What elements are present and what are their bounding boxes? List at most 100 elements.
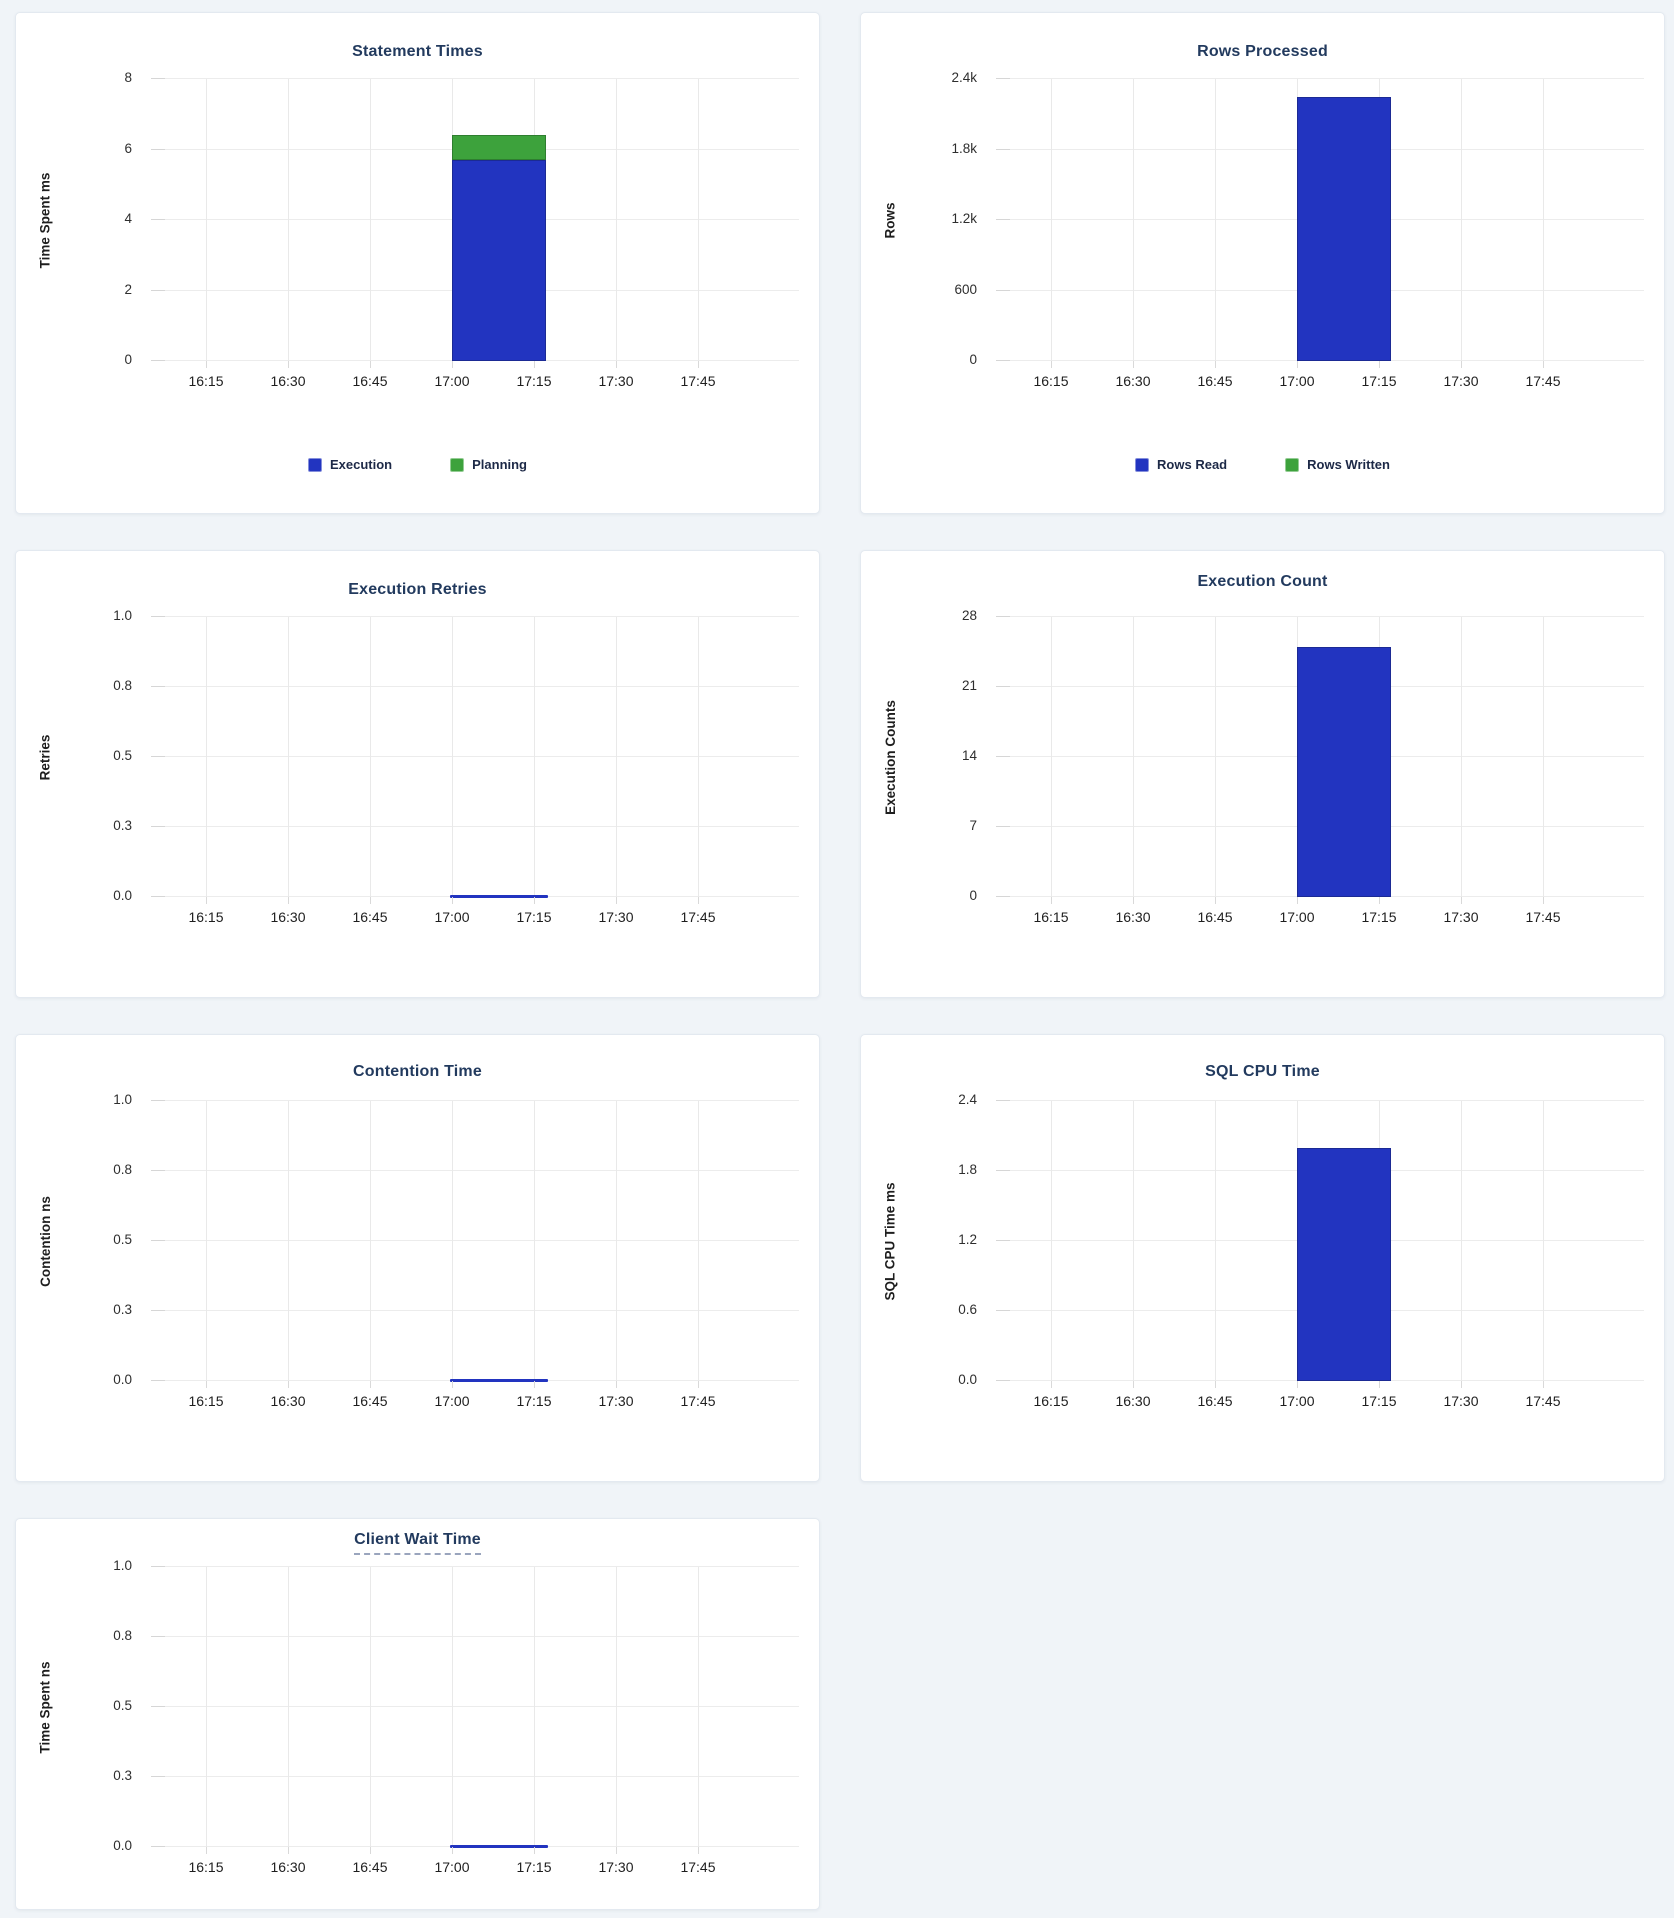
x-tick-label: 16:30 (1115, 1393, 1151, 1409)
x-tick-label: 17:45 (680, 1859, 716, 1875)
y-tick-label: 0.3 (113, 1302, 132, 1317)
x-gridline (370, 1567, 371, 1847)
x-gridline (288, 79, 289, 361)
x-tick-label: 17:15 (516, 909, 552, 925)
x-tick-label: 17:15 (1361, 1393, 1397, 1409)
x-tick-mark (534, 1381, 535, 1388)
y-tick-label: 1.0 (113, 1558, 132, 1573)
x-tick-mark (206, 1381, 207, 1388)
y-tick-label: 0.8 (113, 1162, 132, 1177)
y-gridline (151, 78, 799, 79)
x-tick-label: 17:30 (1443, 373, 1479, 389)
x-tick-mark (1379, 361, 1380, 368)
y-gridline (151, 1566, 799, 1567)
legend-item-execution[interactable]: Execution (307, 457, 393, 472)
x-tick-mark (1133, 361, 1134, 368)
x-gridline (1051, 1101, 1052, 1381)
legend-label: Execution (329, 457, 393, 472)
bar-segment-execution-count[interactable] (1297, 647, 1391, 897)
x-tick-mark (1543, 1381, 1544, 1388)
x-gridline (1215, 617, 1216, 897)
chart-title: Statement Times (16, 43, 819, 61)
x-gridline (1215, 1101, 1216, 1381)
x-gridline (370, 617, 371, 897)
legend-item-planning[interactable]: Planning (450, 457, 527, 472)
x-tick-mark (288, 361, 289, 368)
legend-swatch (307, 457, 322, 472)
legend-item-rows-read[interactable]: Rows Read (1135, 457, 1227, 472)
x-gridline (1051, 79, 1052, 361)
x-gridline (534, 1101, 535, 1381)
x-gridline (370, 1101, 371, 1381)
chart-title-text: Client Wait Time (354, 1531, 481, 1555)
y-tick-label: 7 (969, 818, 977, 833)
x-tick-mark (1379, 1381, 1380, 1388)
bar-segment-sql-cpu-time[interactable] (1297, 1147, 1391, 1381)
y-tick-label: 4 (124, 211, 132, 226)
y-tick-label: 0.0 (113, 1372, 132, 1387)
plot-area[interactable] (996, 1100, 1644, 1381)
x-tick-label: 17:30 (1443, 909, 1479, 925)
x-tick-mark (370, 897, 371, 904)
x-tick-mark (1543, 897, 1544, 904)
chart-title-text: Contention Time (353, 1063, 482, 1080)
x-tick-label: 16:45 (1197, 909, 1233, 925)
bar-segment-execution[interactable] (452, 160, 546, 361)
x-tick-mark (616, 897, 617, 904)
x-tick-mark (1051, 361, 1052, 368)
plot-area[interactable] (151, 78, 799, 361)
x-tick-mark (534, 361, 535, 368)
chart-legend: Execution Planning (16, 457, 819, 472)
y-tick-label: 0.3 (113, 818, 132, 833)
plot-area[interactable] (151, 1566, 799, 1848)
plot-area[interactable] (151, 1100, 799, 1382)
x-tick-label: 17:30 (598, 909, 634, 925)
y-gridline (151, 1100, 799, 1101)
x-tick-label: 16:45 (1197, 373, 1233, 389)
x-tick-mark (1543, 361, 1544, 368)
y-tick-label: 6 (124, 140, 132, 156)
legend-item-rows-written[interactable]: Rows Written (1285, 457, 1390, 472)
y-tick-label: 0.3 (113, 1768, 132, 1783)
zero-value-line[interactable] (450, 895, 548, 898)
chart-title-text: Execution Count (1197, 573, 1328, 590)
x-tick-mark (206, 897, 207, 904)
x-tick-mark (206, 361, 207, 368)
x-tick-mark (1461, 897, 1462, 904)
x-tick-label: 17:00 (1279, 909, 1315, 925)
chart-title[interactable]: Client Wait Time (16, 1531, 819, 1555)
x-tick-mark (698, 1381, 699, 1388)
x-gridline (452, 1101, 453, 1381)
x-gridline (288, 1101, 289, 1381)
y-tick-label: 1.2 (958, 1232, 977, 1247)
x-tick-mark (452, 1381, 453, 1388)
x-gridline (452, 1567, 453, 1847)
plot-area[interactable] (996, 616, 1644, 897)
y-tick-label: 8 (124, 70, 132, 85)
x-tick-label: 16:30 (270, 1859, 306, 1875)
chart-panel-client-wait-time: Client Wait Time Time Spent ns 0.0 0.3 0.5 0.… (15, 1518, 820, 1910)
x-tick-label: 16:30 (1115, 909, 1151, 925)
bar-segment-planning[interactable] (452, 135, 546, 161)
y-tick-label: 0.8 (113, 678, 132, 693)
x-tick-label: 17:30 (598, 373, 634, 389)
x-tick-mark (1297, 1381, 1298, 1388)
x-gridline (698, 79, 699, 361)
x-tick-mark (1379, 897, 1380, 904)
x-gridline (370, 79, 371, 361)
x-gridline (698, 617, 699, 897)
y-tick-label: 0 (969, 888, 977, 903)
y-gridline (151, 1170, 799, 1171)
plot-area[interactable] (151, 616, 799, 898)
x-tick-mark (288, 897, 289, 904)
plot-area[interactable] (996, 78, 1644, 361)
chart-title: Execution Count (861, 573, 1664, 591)
x-gridline (616, 1101, 617, 1381)
x-tick-mark (370, 1847, 371, 1854)
zero-value-line[interactable] (450, 1379, 548, 1382)
zero-value-line[interactable] (450, 1845, 548, 1848)
x-gridline (1543, 617, 1544, 897)
x-tick-label: 17:30 (598, 1859, 634, 1875)
bar-segment-rows-read[interactable] (1297, 96, 1391, 361)
